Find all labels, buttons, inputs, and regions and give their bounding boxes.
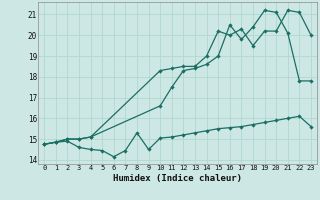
X-axis label: Humidex (Indice chaleur): Humidex (Indice chaleur) [113,174,242,183]
